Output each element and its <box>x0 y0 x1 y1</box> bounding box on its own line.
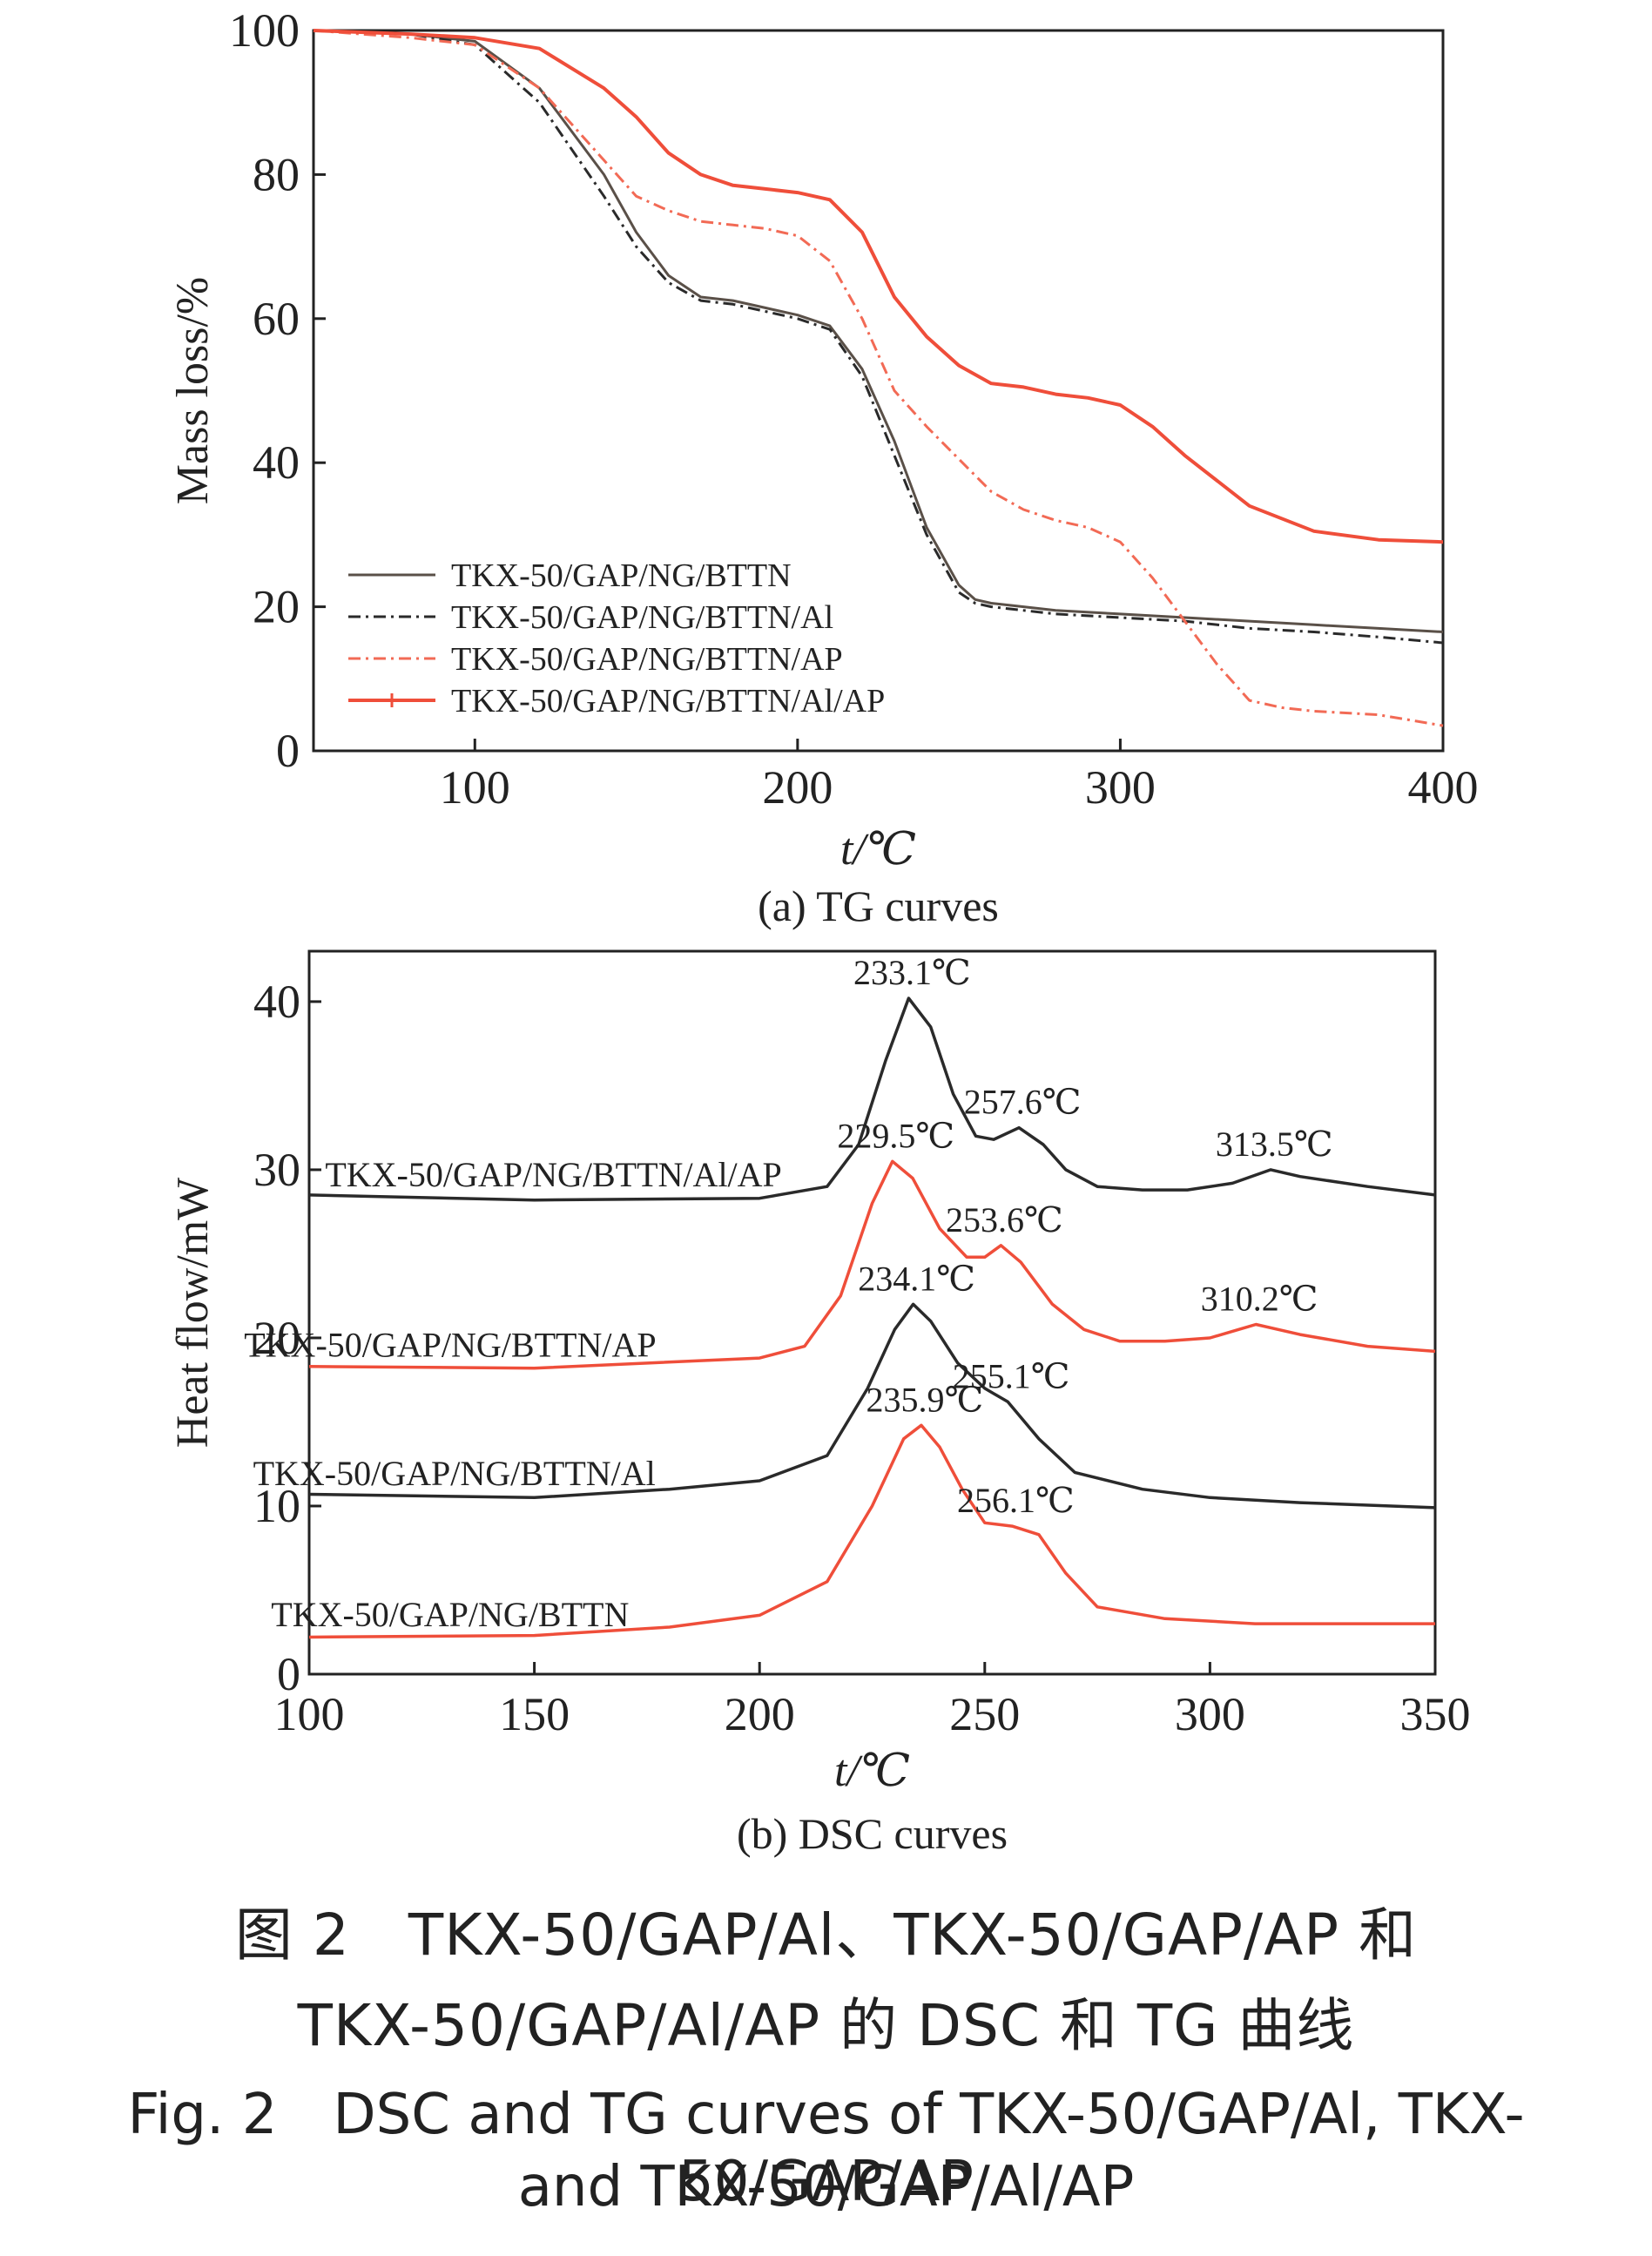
dsc-y-tick-label: 40 <box>253 976 300 1028</box>
figure-caption-en-line1: Fig. 2 DSC and TG curves of TKX-50/GAP/A… <box>127 2083 1525 2214</box>
tg-x-tick-label: 200 <box>762 761 833 814</box>
dsc-peak-label: 257.6℃ <box>964 1083 1082 1122</box>
tg-y-tick-label: 60 <box>253 293 300 345</box>
dsc-y-tick-label: 10 <box>253 1480 300 1532</box>
tg-plot-frame <box>312 29 1445 753</box>
dsc-peak-label: 310.2℃ <box>1201 1280 1318 1319</box>
dsc-peak-label: 233.1℃ <box>853 953 971 992</box>
tg-series-line-1 <box>313 29 1444 633</box>
tg-chart: 100 200 300 400 0 20 40 60 80 100 Mass loss/% t/℃ (a… <box>168 4 1479 930</box>
dsc-y-tick-label: 0 <box>277 1648 300 1700</box>
tg-y-axis-label: Mass loss/% <box>168 277 218 504</box>
tg-y-tick-label: 40 <box>253 436 300 489</box>
dsc-chart: 100 150 200 250 300 350 0 10 20 30 40 Heat flow/mW t… <box>168 949 1471 1858</box>
dsc-peak-label: 253.6℃ <box>946 1200 1063 1239</box>
dsc-x-tick-label: 150 <box>499 1688 570 1740</box>
tg-caption: (a) TG curves <box>758 881 999 930</box>
figure-caption-en-line2: and TKX-50/GAP/Al/AP <box>517 2155 1135 2219</box>
dsc-y-tick-label: 20 <box>253 1312 300 1364</box>
dsc-x-tick-label: 250 <box>949 1688 1020 1740</box>
tg-x-tick-label: 300 <box>1085 761 1156 814</box>
tg-legend-label-4: TKX-50/GAP/NG/BTTN/Al/AP <box>451 683 885 719</box>
dsc-peak-label: 255.1℃ <box>953 1356 1070 1395</box>
dsc-curve-label-4: TKX-50/GAP/NG/BTTN <box>271 1595 629 1634</box>
dsc-series-line-2 <box>308 1159 1436 1370</box>
dsc-peak-label: 229.5℃ <box>837 1116 954 1155</box>
dsc-y-axis-label: Heat flow/mW <box>168 1178 218 1448</box>
dsc-x-tick-label: 300 <box>1175 1688 1245 1740</box>
dsc-series-line-4 <box>308 1423 1435 1639</box>
tg-y-tick-label: 20 <box>253 581 300 633</box>
dsc-peak-label: 234.1℃ <box>858 1259 975 1298</box>
tg-series-line-4 <box>313 29 1444 544</box>
dsc-curve-label-1: TKX-50/GAP/NG/BTTN/Al/AP <box>325 1155 781 1194</box>
dsc-peak-label: 256.1℃ <box>957 1481 1075 1520</box>
dsc-curve-label-2: TKX-50/GAP/NG/BTTN/AP <box>244 1326 656 1365</box>
dsc-curve-label-3: TKX-50/GAP/NG/BTTN/Al <box>253 1454 656 1493</box>
dsc-plot-frame <box>307 949 1437 1676</box>
dsc-caption: (b) DSC curves <box>737 1809 1008 1858</box>
dsc-x-tick-label: 350 <box>1400 1688 1471 1740</box>
dsc-series-line-3 <box>308 1302 1436 1510</box>
figure-caption-zh-line2: TKX-50/GAP/Al/AP 的 DSC 和 TG 曲线 <box>297 1992 1355 2059</box>
tg-x-tick-label: 100 <box>440 761 510 814</box>
tg-y-tick-label: 100 <box>229 4 300 57</box>
dsc-x-axis-label: t/℃ <box>834 1746 910 1796</box>
tg-legend-label-2: TKX-50/GAP/NG/BTTN/Al <box>451 599 833 636</box>
tg-legend-label-1: TKX-50/GAP/NG/BTTN <box>451 557 792 594</box>
dsc-y-tick-label: 30 <box>253 1144 300 1196</box>
dsc-x-tick-label: 200 <box>725 1688 795 1740</box>
dsc-peak-label: 313.5℃ <box>1216 1125 1333 1164</box>
tg-series-line-3 <box>313 29 1444 727</box>
tg-y-tick-label: 80 <box>253 148 300 200</box>
tg-x-axis-label: t/℃ <box>840 825 916 875</box>
tg-series-line-2 <box>313 29 1444 645</box>
figure-caption-zh-line1: 图 2 TKX-50/GAP/Al、TKX-50/GAP/AP 和 <box>234 1901 1418 1969</box>
dsc-series-line-1 <box>308 996 1436 1202</box>
dsc-x-tick-label: 100 <box>274 1688 345 1740</box>
tg-x-tick-label: 400 <box>1408 761 1479 814</box>
tg-y-tick-label: 0 <box>276 725 300 777</box>
dsc-peak-label: 235.9℃ <box>866 1380 983 1419</box>
tg-legend-label-3: TKX-50/GAP/NG/BTTN/AP <box>451 641 843 678</box>
